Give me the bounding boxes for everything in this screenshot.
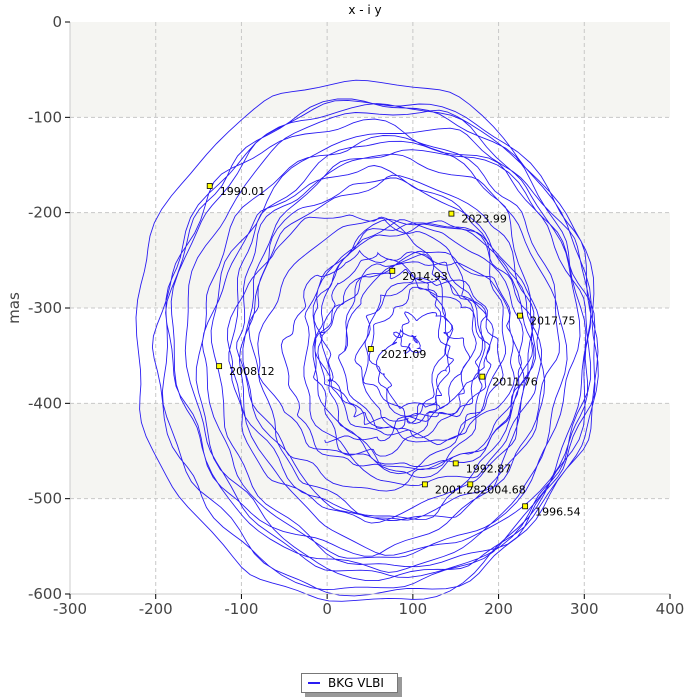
legend-label: BKG VLBI: [328, 676, 384, 690]
legend-swatch: [308, 682, 320, 684]
epoch-marker: [216, 363, 223, 370]
epoch-label: 2017.75: [530, 315, 576, 328]
epoch-marker: [522, 503, 529, 510]
epoch-marker: [389, 267, 396, 274]
y-tick-label: -500: [28, 490, 62, 508]
epoch-marker: [421, 481, 428, 488]
x-tick-label: 0: [322, 600, 332, 618]
x-tick-label: -200: [139, 600, 173, 618]
epoch-label: 2008.12: [229, 365, 275, 378]
chart-title: x - i y: [348, 3, 381, 17]
x-tick-label: 300: [570, 600, 599, 618]
epoch-marker: [517, 312, 523, 319]
y-tick-label: -600: [28, 585, 62, 603]
epoch-label: 2021.09: [381, 348, 427, 361]
epoch-label: 2011.76: [492, 376, 538, 389]
x-tick-label: -300: [53, 600, 87, 618]
epoch-label: 2023.99: [461, 213, 507, 226]
epoch-label: 2014.93: [402, 270, 448, 283]
epoch-label: 2004.68: [480, 483, 526, 496]
epoch-marker: [448, 210, 455, 217]
y-tick-label: -300: [28, 299, 62, 317]
plot-band: [70, 117, 670, 213]
epoch-marker: [479, 373, 486, 380]
plot-band: [70, 308, 670, 404]
epoch-marker: [452, 460, 459, 467]
epoch-marker: [467, 481, 474, 488]
plot-band: [70, 403, 670, 499]
x-tick-label: 400: [656, 600, 685, 618]
x-tick-label: 200: [484, 600, 513, 618]
plot-band: [70, 498, 670, 594]
epoch-label: 1992.87: [466, 462, 512, 475]
epoch-label: 1996.54: [535, 505, 581, 518]
epoch-label: 2001.28: [435, 483, 481, 496]
epoch-marker: [367, 346, 374, 352]
x-tick-label: 100: [399, 600, 428, 618]
epoch-label: 1990.01: [220, 185, 266, 198]
y-tick-label: -400: [28, 394, 62, 412]
y-tick-label: -200: [28, 204, 62, 222]
legend: BKG VLBI: [301, 673, 398, 693]
y-tick-label: 0: [52, 13, 62, 31]
y-axis-label: mas: [5, 292, 23, 324]
x-tick-label: -100: [224, 600, 258, 618]
plot-band: [70, 22, 670, 118]
epoch-marker: [206, 183, 213, 189]
y-tick-label: -100: [28, 108, 62, 126]
